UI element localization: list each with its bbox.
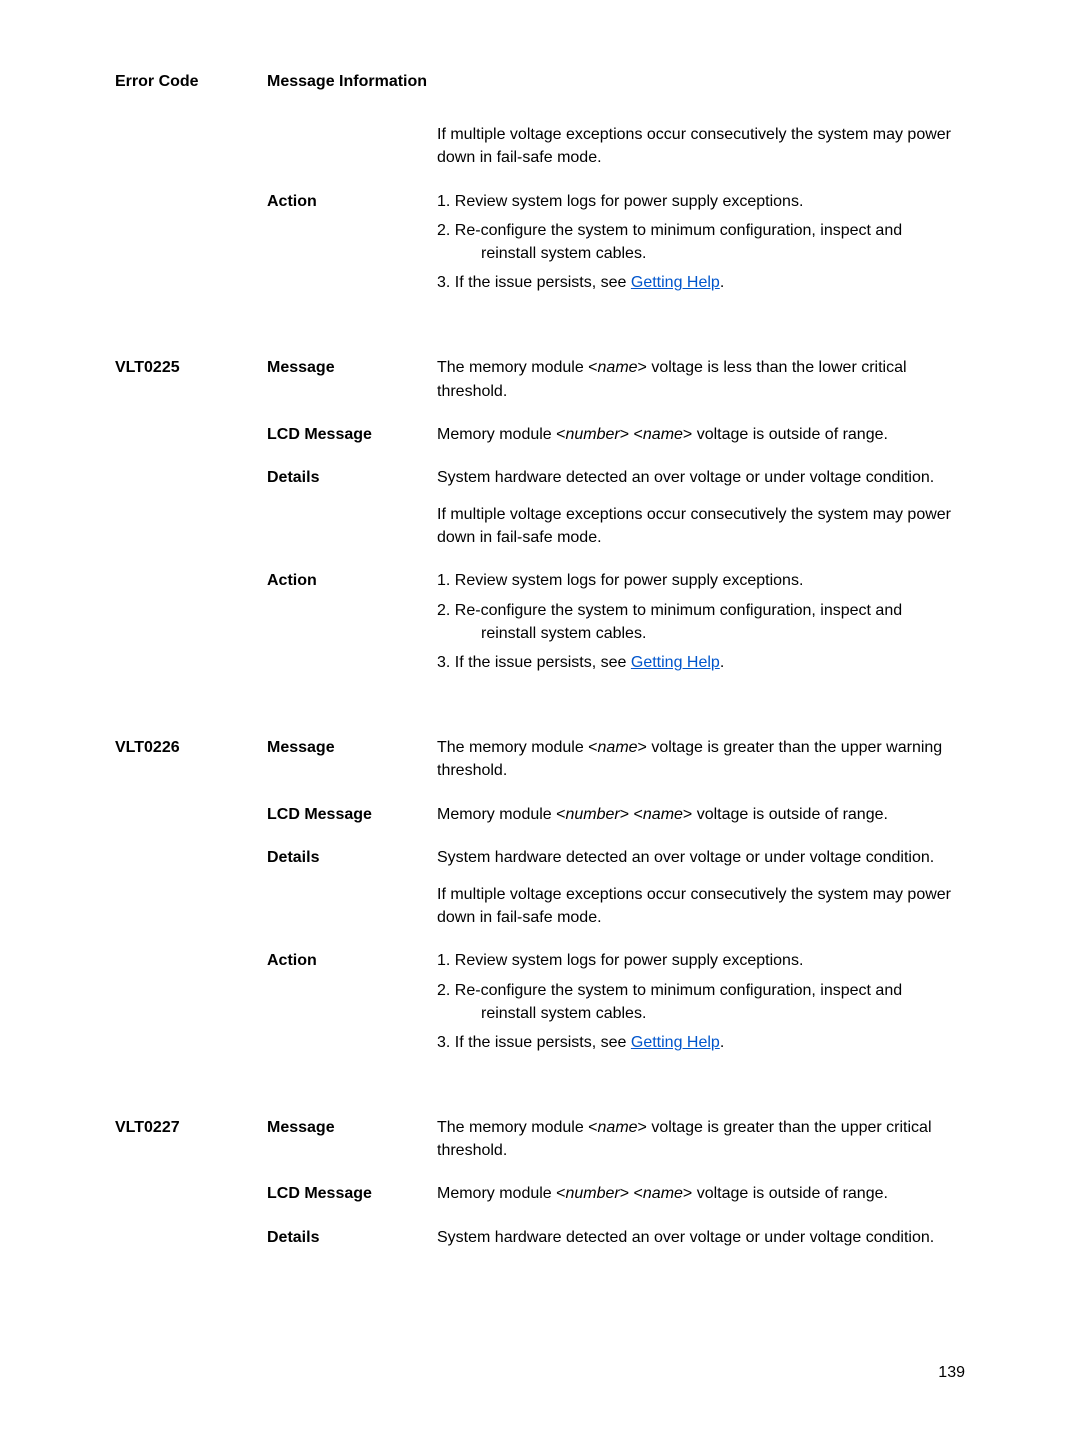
header-error-code: Error Code — [115, 70, 267, 93]
action-list: Review system logs for power supply exce… — [437, 180, 965, 311]
action-list: Review system logs for power supply exce… — [437, 559, 965, 690]
details-label: Details — [267, 1216, 437, 1259]
getting-help-link[interactable]: Getting Help — [631, 654, 720, 671]
details-extra-text: If multiple voltage exceptions occur con… — [437, 113, 965, 179]
details-label: Details — [267, 456, 437, 560]
message-label: Message — [267, 1098, 437, 1172]
error-code: VLT0225 — [115, 338, 267, 412]
action-item: Re-configure the system to minimum confi… — [459, 599, 965, 645]
action-list: Review system logs for power supply exce… — [437, 939, 965, 1070]
lcd-message-label: LCD Message — [267, 793, 437, 836]
error-code: VLT0226 — [115, 718, 267, 792]
action-item: Review system logs for power supply exce… — [459, 949, 965, 972]
entry-vlt0225: VLT0225 Message The memory module <name>… — [115, 338, 965, 710]
details-text: System hardware detected an over voltage… — [437, 1216, 965, 1259]
action-item: If the issue persists, see Getting Help. — [459, 271, 965, 294]
lcd-message-text: Memory module <number> <name> voltage is… — [437, 1172, 965, 1215]
getting-help-link[interactable]: Getting Help — [631, 274, 720, 291]
entry-vlt0227: VLT0227 Message The memory module <name>… — [115, 1098, 965, 1259]
action-item: Re-configure the system to minimum confi… — [459, 219, 965, 265]
message-text: The memory module <name> voltage is grea… — [437, 718, 965, 792]
entry-continuation: If multiple voltage exceptions occur con… — [115, 113, 965, 330]
getting-help-link[interactable]: Getting Help — [631, 1034, 720, 1051]
message-label: Message — [267, 338, 437, 412]
error-code: VLT0227 — [115, 1098, 267, 1172]
lcd-message-text: Memory module <number> <name> voltage is… — [437, 793, 965, 836]
action-label: Action — [267, 559, 437, 690]
message-label: Message — [267, 718, 437, 792]
lcd-message-label: LCD Message — [267, 413, 437, 456]
details-text: System hardware detected an over voltage… — [437, 456, 965, 560]
details-text: System hardware detected an over voltage… — [437, 836, 965, 940]
action-item: Re-configure the system to minimum confi… — [459, 979, 965, 1025]
message-text: The memory module <name> voltage is grea… — [437, 1098, 965, 1172]
action-item: If the issue persists, see Getting Help. — [459, 1031, 965, 1054]
lcd-message-text: Memory module <number> <name> voltage is… — [437, 413, 965, 456]
action-item: If the issue persists, see Getting Help. — [459, 651, 965, 674]
action-item: Review system logs for power supply exce… — [459, 190, 965, 213]
header-message-info: Message Information — [267, 70, 437, 93]
action-label: Action — [267, 180, 437, 311]
entry-vlt0226: VLT0226 Message The memory module <name>… — [115, 718, 965, 1090]
details-label: Details — [267, 836, 437, 940]
lcd-message-label: LCD Message — [267, 1172, 437, 1215]
message-text: The memory module <name> voltage is less… — [437, 338, 965, 412]
page-number: 139 — [938, 1361, 965, 1384]
action-label: Action — [267, 939, 437, 1070]
table-header: Error Code Message Information — [115, 70, 965, 93]
action-item: Review system logs for power supply exce… — [459, 569, 965, 592]
